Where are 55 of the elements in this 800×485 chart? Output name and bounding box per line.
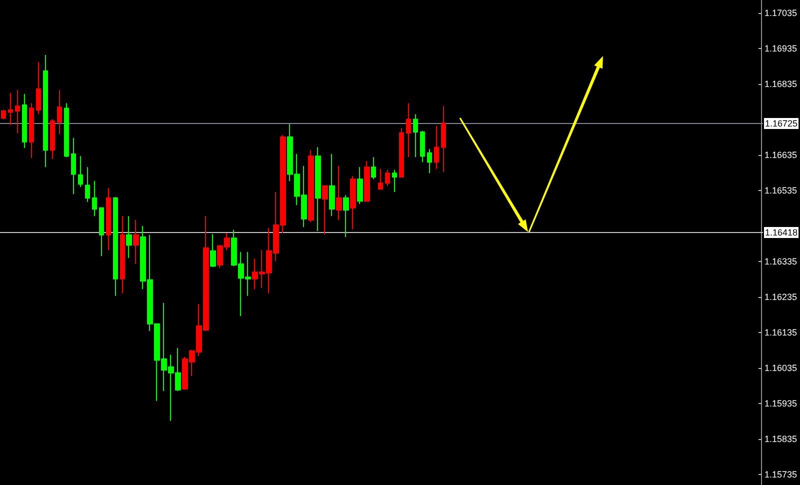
y-tick-label: 1.17035 bbox=[764, 8, 798, 18]
candlestick bbox=[350, 175, 356, 230]
y-tick-label: 1.16335 bbox=[764, 256, 798, 266]
candlestick bbox=[78, 156, 83, 188]
candlestick bbox=[343, 194, 349, 238]
candlestick bbox=[378, 168, 383, 190]
y-tick-label: 1.16535 bbox=[764, 186, 798, 196]
candlestick bbox=[357, 166, 363, 205]
candlestick bbox=[434, 125, 439, 170]
candlestick bbox=[36, 62, 41, 115]
candlestick bbox=[85, 166, 90, 202]
ref-line-label: 1.16725 bbox=[765, 118, 798, 128]
candlestick bbox=[120, 216, 125, 294]
y-tick-label: 1.16835 bbox=[764, 79, 798, 90]
candlestick bbox=[126, 216, 132, 258]
candlestick bbox=[399, 128, 404, 178]
candlestick bbox=[57, 90, 62, 135]
y-tick-label: 1.16035 bbox=[764, 362, 798, 373]
candlestick bbox=[71, 138, 76, 195]
candlestick bbox=[392, 169, 397, 192]
y-tick-label: 1.15735 bbox=[764, 469, 798, 480]
y-tick-label: 1.16635 bbox=[764, 150, 798, 160]
candlestick bbox=[364, 160, 370, 202]
candlestick bbox=[413, 114, 418, 158]
candlestick bbox=[8, 92, 13, 126]
candlestick bbox=[308, 150, 314, 223]
candlestick bbox=[427, 148, 432, 174]
candlestick bbox=[315, 146, 321, 232]
y-tick-label: 1.16935 bbox=[764, 44, 798, 54]
candlestick bbox=[99, 206, 104, 257]
candlestick bbox=[210, 234, 216, 268]
candlestick bbox=[420, 130, 425, 163]
candlestick bbox=[64, 102, 69, 158]
candlestick bbox=[322, 185, 328, 235]
y-tick-label: 1.15935 bbox=[764, 398, 798, 408]
candlestick bbox=[15, 90, 20, 134]
ref-line-label: 1.16418 bbox=[765, 228, 798, 238]
candlestick bbox=[336, 166, 342, 220]
candlestick bbox=[92, 180, 97, 217]
candlestick bbox=[329, 153, 335, 217]
candlestick bbox=[441, 106, 446, 173]
candlestick bbox=[29, 102, 34, 158]
candlestick bbox=[1, 109, 6, 120]
y-tick-label: 1.15835 bbox=[764, 434, 798, 444]
candlestick bbox=[371, 156, 376, 180]
candlestick bbox=[22, 94, 27, 148]
candlestick bbox=[385, 169, 390, 186]
candlestick bbox=[406, 102, 411, 158]
candlestick bbox=[133, 219, 139, 264]
y-tick-label: 1.16235 bbox=[764, 292, 798, 302]
candlestick bbox=[50, 118, 55, 160]
candlestick bbox=[43, 54, 48, 168]
candlestick bbox=[113, 196, 118, 296]
candlestick bbox=[106, 188, 111, 251]
y-tick-label: 1.16135 bbox=[764, 327, 798, 338]
